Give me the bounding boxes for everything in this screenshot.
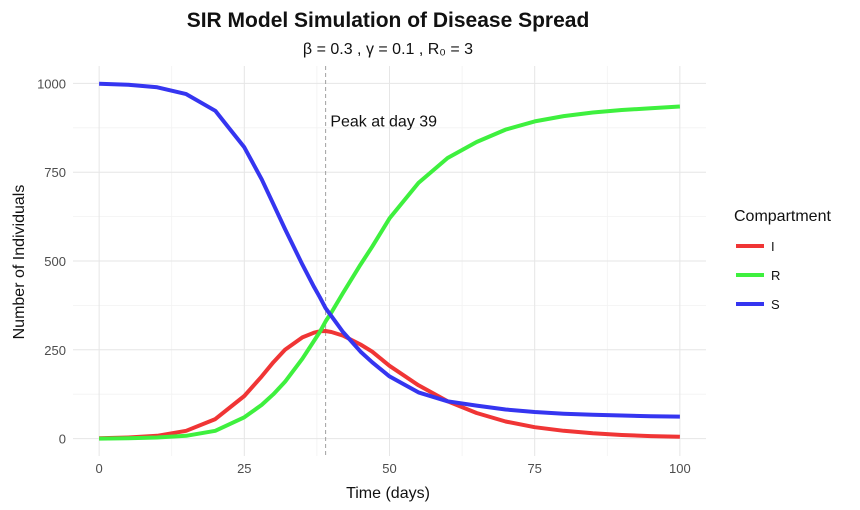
legend-label-r: R — [771, 268, 780, 283]
legend-title: Compartment — [734, 208, 831, 225]
grid-major-lines — [73, 66, 706, 456]
legend-label-s: S — [771, 297, 780, 312]
x-tick-label: 25 — [237, 461, 251, 476]
y-tick-label: 750 — [44, 165, 66, 180]
x-tick-label: 75 — [527, 461, 541, 476]
peak-annotation: Peak at day 39 — [330, 114, 437, 131]
series-layer — [99, 81, 681, 441]
series-s-line — [99, 81, 680, 419]
x-axis-title: Time (days) — [346, 485, 430, 502]
legend: Compartment IRS — [734, 208, 831, 312]
annotations-layer: Peak at day 39 — [325, 66, 437, 456]
x-axis-tick-labels: 0 25 50 75 100 — [96, 461, 691, 476]
series-i-line — [99, 329, 680, 441]
y-tick-label: 0 — [59, 432, 66, 447]
y-tick-label: 500 — [44, 254, 66, 269]
chart-subtitle: β = 0.3 , γ = 0.1 , R₀ = 3 — [303, 41, 473, 58]
chart-title: SIR Model Simulation of Disease Spread — [187, 9, 590, 32]
x-tick-label: 0 — [96, 461, 103, 476]
legend-label-i: I — [771, 239, 775, 254]
y-tick-label: 250 — [44, 343, 66, 358]
y-axis-tick-labels: 0 250 500 750 1000 — [37, 76, 66, 446]
legend-items: IRS — [736, 239, 780, 312]
y-tick-label: 1000 — [37, 76, 66, 91]
y-axis-title: Number of Individuals — [11, 185, 28, 340]
series-r-line — [99, 104, 681, 441]
x-tick-label: 50 — [382, 461, 396, 476]
x-tick-label: 100 — [669, 461, 691, 476]
